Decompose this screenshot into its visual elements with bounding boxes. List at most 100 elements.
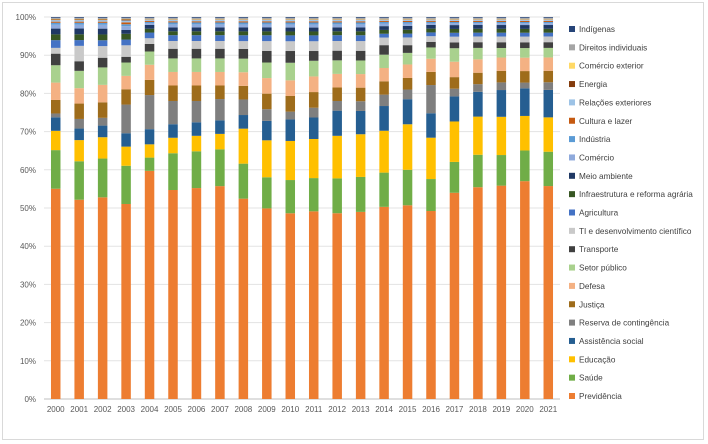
bar-segment — [121, 30, 131, 34]
bar-segment — [402, 22, 413, 24]
bar-segment — [402, 17, 413, 18]
bar-segment — [449, 25, 460, 29]
bar-segment — [496, 155, 507, 186]
bar-segment — [168, 71, 178, 86]
bar-segment — [332, 73, 342, 88]
bar-stack-2007 — [215, 17, 225, 399]
bar-segment — [473, 19, 483, 21]
bar-segment — [308, 92, 319, 108]
bar-segment — [379, 21, 389, 24]
legend-label: Assistência social — [579, 337, 644, 346]
bar-stack-2011 — [308, 17, 319, 399]
bar-segment — [449, 61, 460, 78]
bar-segment — [520, 82, 530, 89]
bar-segment — [308, 51, 319, 61]
bar-segment — [121, 17, 131, 18]
bar-segment — [121, 165, 131, 204]
legend-label: Direitos individuais — [579, 43, 647, 52]
bar-segment — [402, 52, 413, 65]
bar-segment — [473, 91, 483, 117]
bar-segment — [74, 28, 84, 35]
bar-segment — [285, 41, 296, 52]
bar-segment — [520, 57, 530, 72]
bar-segment — [191, 71, 202, 86]
bar-segment — [262, 17, 272, 18]
bar-segment — [144, 170, 155, 399]
bar-segment — [238, 58, 249, 73]
bar-segment — [215, 58, 225, 72]
x-tick-label: 2003 — [117, 405, 135, 414]
bar-segment — [355, 110, 366, 135]
bar-segment — [238, 198, 249, 399]
bar-segment — [496, 82, 507, 91]
bar-segment — [426, 28, 436, 33]
bar-segment — [50, 65, 61, 83]
bar-segment — [215, 99, 225, 121]
bar-segment — [332, 17, 342, 18]
bar-segment — [50, 21, 61, 23]
bar-segment — [332, 31, 342, 36]
legend-swatch — [569, 393, 575, 399]
bar-segment — [426, 179, 436, 212]
bar-segment — [379, 20, 389, 22]
bar-segment — [402, 19, 413, 21]
y-tick-label: 30% — [20, 280, 36, 289]
bar-segment — [168, 153, 178, 191]
bar-segment — [379, 37, 389, 46]
bar-segment — [473, 17, 483, 18]
bar-segment — [121, 17, 131, 19]
legend-label: Transporte — [579, 245, 619, 254]
legend-label: Indígenas — [579, 25, 615, 34]
bar-segment — [285, 95, 296, 112]
bar-segment — [426, 23, 436, 25]
bar-segment — [262, 177, 272, 209]
legend: Indígenas Direitos individuais Comércio ex… — [569, 25, 693, 401]
bar-segment — [332, 213, 342, 399]
bar-segment — [379, 67, 389, 82]
bar-stack-2010 — [285, 17, 296, 399]
bar-segment — [355, 22, 366, 25]
y-tick-label: 60% — [20, 166, 36, 175]
x-tick-label: 2011 — [305, 405, 323, 414]
bar-segment — [379, 29, 389, 34]
bar-segment — [191, 24, 202, 28]
bar-segment — [144, 38, 155, 44]
legend-label: TI e desenvolvimento científico — [579, 227, 692, 236]
legend-item: Comércio exterior — [569, 62, 644, 71]
bar-segment — [308, 178, 319, 212]
bar-segment — [308, 35, 319, 42]
bar-segment — [50, 150, 61, 189]
bar-segment — [191, 17, 202, 18]
bar-stack-2020 — [520, 17, 530, 399]
bar-segment — [97, 197, 108, 399]
bar-segment — [97, 17, 108, 18]
bar-segment — [426, 47, 436, 59]
x-tick-label: 2001 — [70, 405, 88, 414]
x-tick-label: 2018 — [469, 405, 487, 414]
legend-label: Previdência — [579, 392, 622, 401]
bar-segment — [191, 85, 202, 101]
bar-segment — [543, 28, 554, 33]
bar-segment — [496, 23, 507, 26]
bar-segment — [238, 99, 249, 116]
bar-segment — [308, 17, 319, 18]
bar-segment — [74, 61, 84, 71]
bar-segment — [285, 62, 296, 81]
x-tick-label: 2014 — [375, 405, 393, 414]
bar-segment — [121, 39, 131, 46]
legend-swatch — [569, 356, 575, 363]
bar-segment — [520, 23, 530, 26]
bar-segment — [426, 137, 436, 180]
bar-segment — [308, 17, 319, 19]
bar-segment — [50, 130, 61, 151]
bar-segment — [74, 199, 84, 399]
bar-segment — [308, 117, 319, 139]
bar-segment — [332, 27, 342, 32]
bar-segment — [191, 58, 202, 72]
bar-segment — [355, 17, 366, 19]
stacked-bar-chart: 0%10%20%30%40%50%60%70%80%90%100% 2000 20… — [16, 13, 694, 414]
bar-segment — [168, 48, 178, 59]
bar-segment — [50, 17, 61, 19]
bar-segment — [449, 20, 460, 23]
x-tick-label: 2016 — [422, 405, 440, 414]
